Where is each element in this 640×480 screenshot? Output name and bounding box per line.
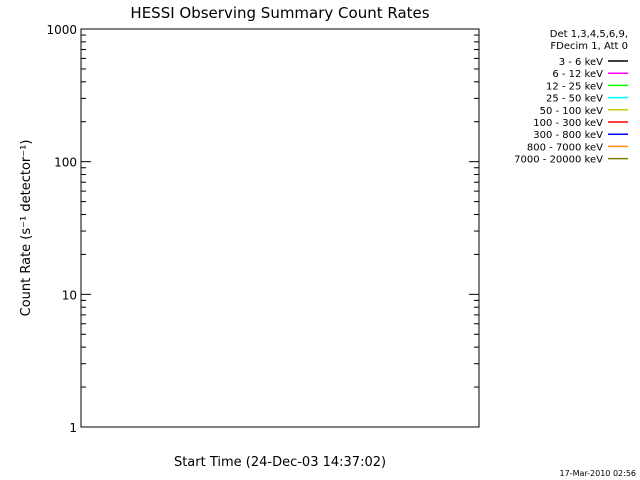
- legend-entry-5: 100 - 300 keV: [533, 118, 603, 129]
- legend-entry-3: 25 - 50 keV: [546, 94, 603, 105]
- plot-frame: [80, 28, 480, 428]
- legend-header-1: FDecim 1, Att 0: [550, 41, 628, 52]
- y-tick-label-3: 1000: [46, 23, 77, 37]
- legend-entry-0: 3 - 6 keV: [559, 57, 603, 68]
- y-axis-label: Count Rate (s⁻¹ detector⁻¹): [19, 140, 34, 317]
- y-tick-label-2: 100: [54, 156, 77, 170]
- y-tick-label-0: 1: [69, 421, 77, 435]
- legend-entry-6: 300 - 800 keV: [533, 130, 603, 141]
- y-tick-label-1: 10: [62, 288, 77, 302]
- legend-entry-4: 50 - 100 keV: [540, 106, 604, 117]
- footer-date: 17-Mar-2010 02:56: [560, 469, 637, 478]
- legend-header-0: Det 1,3,4,5,6,9,: [550, 29, 628, 40]
- chart-title: HESSI Observing Summary Count Rates: [130, 4, 429, 22]
- legend-entry-7: 800 - 7000 keV: [527, 142, 603, 153]
- x-axis-label: Start Time (24-Dec-03 14:37:02): [174, 455, 386, 470]
- legend-entry-8: 7000 - 20000 keV: [514, 155, 603, 166]
- legend-entry-2: 12 - 25 keV: [546, 81, 603, 92]
- legend-entry-1: 6 - 12 keV: [552, 69, 603, 80]
